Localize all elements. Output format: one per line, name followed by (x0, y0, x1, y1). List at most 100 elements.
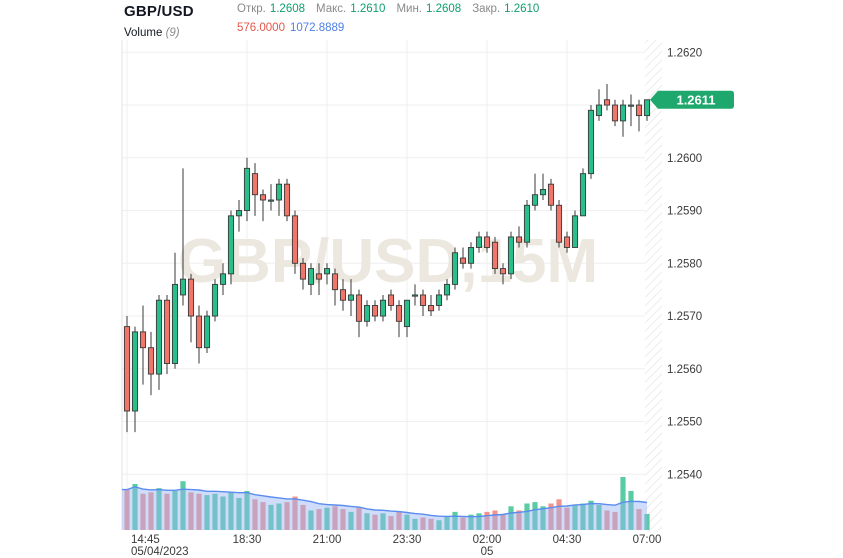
candle-body (579, 173, 587, 217)
candle-body (595, 104, 603, 117)
volume-current-value: 576.0000 (237, 22, 285, 34)
high-label: Макс. (316, 3, 347, 15)
volume-bar (220, 496, 226, 530)
candle-body (507, 236, 515, 275)
volume-bar (524, 503, 530, 530)
candle-body (467, 247, 475, 264)
volume-ma-value: 1072.8889 (289, 22, 345, 34)
candle-body (627, 104, 635, 107)
candle-body (587, 109, 595, 175)
volume-bar (628, 490, 634, 530)
volume-bar (252, 499, 258, 530)
volume-bar (276, 503, 282, 530)
volume-bar (244, 490, 250, 530)
volume-bar (332, 506, 338, 530)
volume-bar (348, 511, 354, 530)
candle-body (203, 315, 211, 349)
candle-body (363, 305, 371, 322)
volume-bar (500, 514, 506, 530)
candle-body (163, 299, 171, 364)
candle-body (419, 294, 427, 306)
volume-bar (460, 517, 466, 530)
watermark-text: GBP/USD,15M (178, 227, 598, 296)
candle-body (531, 194, 539, 206)
volume-bar (204, 495, 210, 530)
candle-body (179, 278, 187, 296)
open-label: Откр. (237, 3, 266, 15)
volume-bar (476, 513, 482, 530)
candle-body (555, 204, 563, 243)
open-value: 1.2608 (269, 3, 306, 15)
volume-bar (548, 503, 554, 530)
last-price-badge-value: 1.2611 (676, 92, 715, 107)
candle-body (339, 289, 347, 301)
volume-bar (516, 510, 522, 530)
price-axis-label: 1.2580 (667, 258, 702, 270)
candle-body (131, 331, 139, 412)
close-label: Закр. (472, 3, 501, 15)
volume-bar (308, 510, 314, 530)
volume-bar (396, 511, 402, 530)
volume-bar (300, 504, 306, 530)
volume-bar (148, 492, 154, 530)
candle-body (299, 262, 307, 280)
volume-bar (556, 499, 562, 530)
candle-body (571, 215, 579, 248)
volume-bar (284, 502, 290, 530)
candle-body (227, 215, 235, 275)
candle-body (435, 294, 443, 306)
high-value: 1.2610 (350, 3, 386, 15)
volume-bar (452, 511, 458, 530)
future-area-hatch (645, 40, 662, 532)
time-axis-label: 18:30 (233, 534, 262, 546)
low-label: Мин. (396, 3, 422, 15)
volume-bar (436, 520, 442, 530)
candle-body (195, 315, 203, 349)
candle-body (355, 294, 363, 322)
candle-body (475, 236, 483, 248)
candle-body (259, 194, 267, 201)
volume-bar (564, 507, 570, 530)
volume-bar (572, 504, 578, 530)
candle-body (515, 236, 523, 243)
volume-ma-line (122, 486, 648, 518)
volume-bar (532, 502, 538, 530)
last-price-badge: 1.2611 (650, 90, 734, 109)
candle-body (171, 283, 179, 364)
volume-bar (636, 509, 642, 530)
close-field: Закр. 1.2610 (472, 3, 539, 15)
candle-body (523, 204, 531, 243)
candle-body (155, 299, 163, 375)
candle-body (427, 305, 435, 312)
indicator-param: (9) (165, 27, 180, 39)
time-axis-label: 04:30 (553, 534, 582, 546)
volume-bar (420, 517, 426, 530)
volume-bar (228, 492, 234, 530)
volume-bar (588, 500, 594, 530)
candle-body (563, 236, 571, 248)
volume-bar (156, 488, 162, 530)
candle-body (371, 305, 379, 317)
candle-body (395, 305, 403, 322)
volume-bar (140, 493, 146, 530)
volume-bar (356, 507, 362, 530)
candle-body (283, 183, 291, 217)
volume-bar (596, 504, 602, 530)
volume-bar (268, 504, 274, 530)
candle-body (315, 273, 323, 280)
candle-body (243, 167, 251, 212)
candle-body (635, 104, 643, 117)
candle-body (603, 99, 611, 106)
candle-body (483, 236, 491, 248)
volume-bar (492, 510, 498, 530)
volume-bar (468, 514, 474, 530)
candle-body (275, 183, 283, 201)
candle-body (251, 173, 259, 196)
close-value: 1.2610 (504, 3, 540, 15)
price-axis-label: 1.2590 (667, 206, 702, 218)
volume-bar (604, 510, 610, 530)
price-axis: 1.2620 1.2600 1.2590 1.2580 1.2570 1.2560 1.25… (667, 47, 702, 481)
volume-bar (620, 477, 626, 530)
